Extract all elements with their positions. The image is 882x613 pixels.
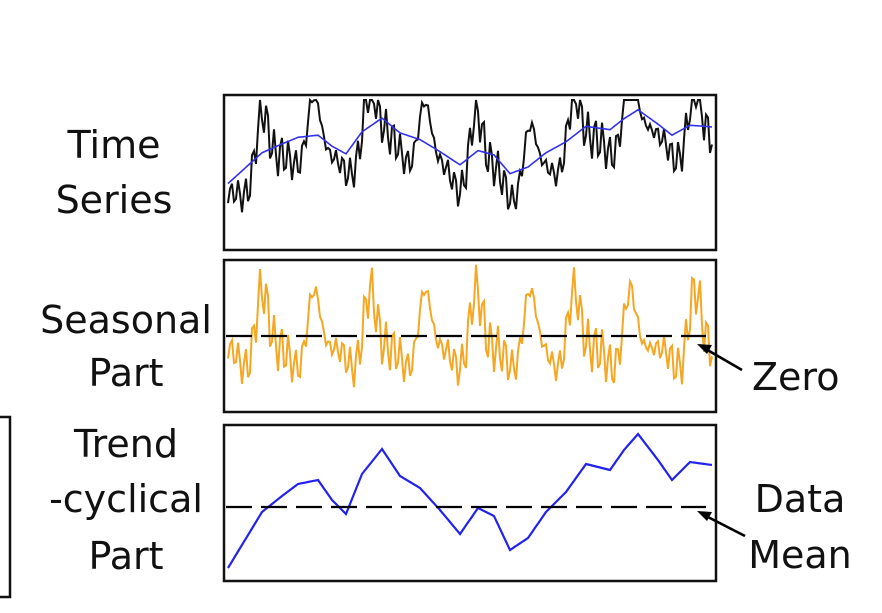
mean-annotation-line2: Mean	[748, 533, 852, 577]
trend-label-line2: -cyclical	[49, 477, 203, 521]
mean-arrow-shaft	[703, 513, 746, 538]
trend-series-line	[227, 432, 713, 569]
raw-series-line	[227, 97, 713, 213]
seasonal-label-line1: Seasonal	[40, 298, 212, 342]
seasonal-label-line2: Part	[88, 351, 163, 395]
trend-panel	[222, 423, 718, 583]
zero-arrow-head	[697, 344, 712, 354]
zero-annotation-label: Zero	[752, 355, 839, 399]
trend-label-line1: Trend	[73, 422, 178, 466]
seasonal-series-line	[227, 264, 713, 388]
trend-plot	[226, 432, 713, 569]
mean-annotation-line1: Data	[755, 477, 846, 521]
mean-arrow-head	[697, 511, 712, 521]
time-series-label-line1: Time	[67, 123, 161, 167]
seasonal-plot	[226, 264, 713, 388]
time-series-label-line2: Series	[56, 178, 173, 222]
zero-arrow-shaft	[703, 346, 743, 372]
seasonal-panel	[222, 258, 718, 414]
zero-annotation: Zero	[697, 344, 839, 399]
time-series-plot	[227, 97, 713, 213]
time-series-panel	[222, 93, 718, 252]
trend-label-line3: Part	[88, 534, 163, 578]
mean-annotation: Data Mean	[697, 477, 852, 577]
left-edge-bracket	[0, 415, 12, 599]
smoothed-series-line	[227, 108, 713, 185]
